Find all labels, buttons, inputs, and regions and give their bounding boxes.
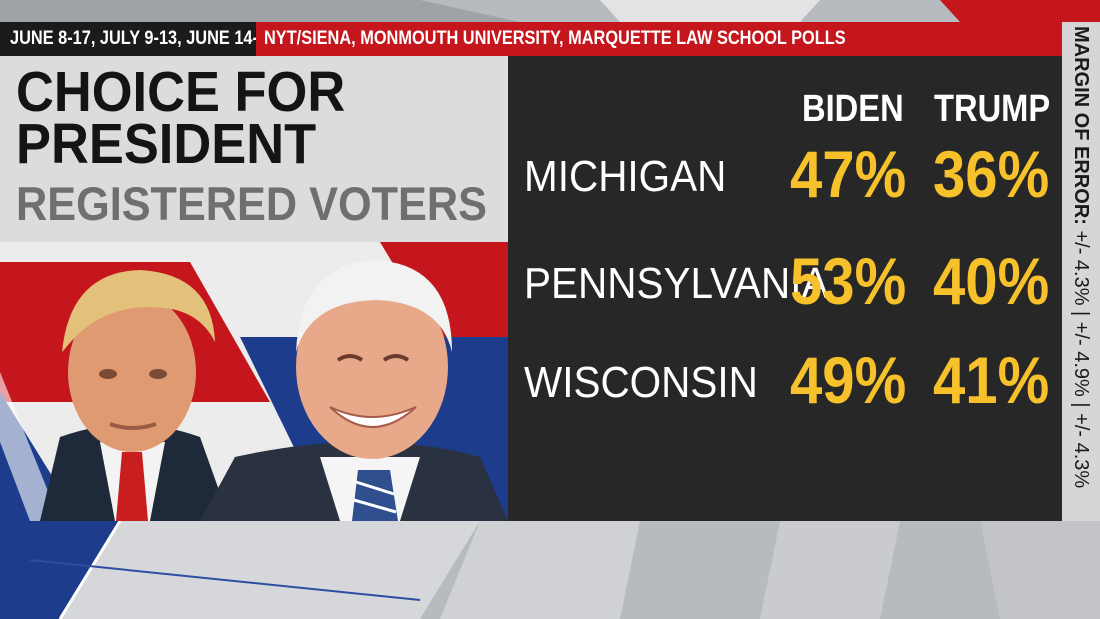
- biden-value-wisconsin: 49%: [790, 343, 907, 417]
- state-label-wisconsin: WISCONSIN: [524, 358, 758, 407]
- title-line-1: CHOICE FOR: [16, 60, 346, 124]
- title-line-2: PRESIDENT: [16, 112, 317, 176]
- trump-value-pennsylvania: 40%: [933, 244, 1050, 318]
- margin-of-error-values: +/- 4.3% | +/- 4.9% | +/- 4.3%: [1070, 230, 1092, 489]
- poll-dates-bar: JUNE 8-17, JULY 9-13, JUNE 14-18: [0, 22, 256, 56]
- biden-value-michigan: 47%: [790, 137, 907, 211]
- column-header-trump: TRUMP: [934, 88, 1051, 130]
- trump-value-michigan: 36%: [933, 137, 1050, 211]
- left-candidate-figure: [40, 270, 230, 521]
- title-panel: CHOICE FOR PRESIDENT REGISTERED VOTERS: [0, 56, 508, 242]
- column-header-biden: BIDEN: [802, 88, 904, 130]
- results-table: BIDEN TRUMP MICHIGAN 47% 36% PENNSYLVANI…: [508, 56, 1062, 521]
- poll-sources: NYT/SIENA, MONMOUTH UNIVERSITY, MARQUETT…: [264, 28, 846, 49]
- right-candidate-figure: [200, 260, 508, 521]
- subtitle: REGISTERED VOTERS: [16, 177, 487, 230]
- margin-of-error-text: MARGIN OF ERROR: +/- 4.3% | +/- 4.9% | +…: [1062, 22, 1100, 521]
- trump-value-wisconsin: 41%: [933, 343, 1050, 417]
- state-label-michigan: MICHIGAN: [524, 152, 727, 201]
- poll-dates: JUNE 8-17, JULY 9-13, JUNE 14-18: [10, 28, 256, 49]
- candidate-portraits-illustration: [0, 242, 508, 521]
- biden-value-pennsylvania: 53%: [790, 244, 907, 318]
- state-label-pennsylvania: PENNSYLVANIA: [524, 259, 829, 308]
- poll-sources-bar: NYT/SIENA, MONMOUTH UNIVERSITY, MARQUETT…: [256, 22, 1062, 56]
- candidate-photos: [0, 242, 508, 521]
- margin-of-error-label: MARGIN OF ERROR:: [1070, 26, 1092, 225]
- margin-of-error-bar: MARGIN OF ERROR: +/- 4.3% | +/- 4.9% | +…: [1062, 22, 1100, 521]
